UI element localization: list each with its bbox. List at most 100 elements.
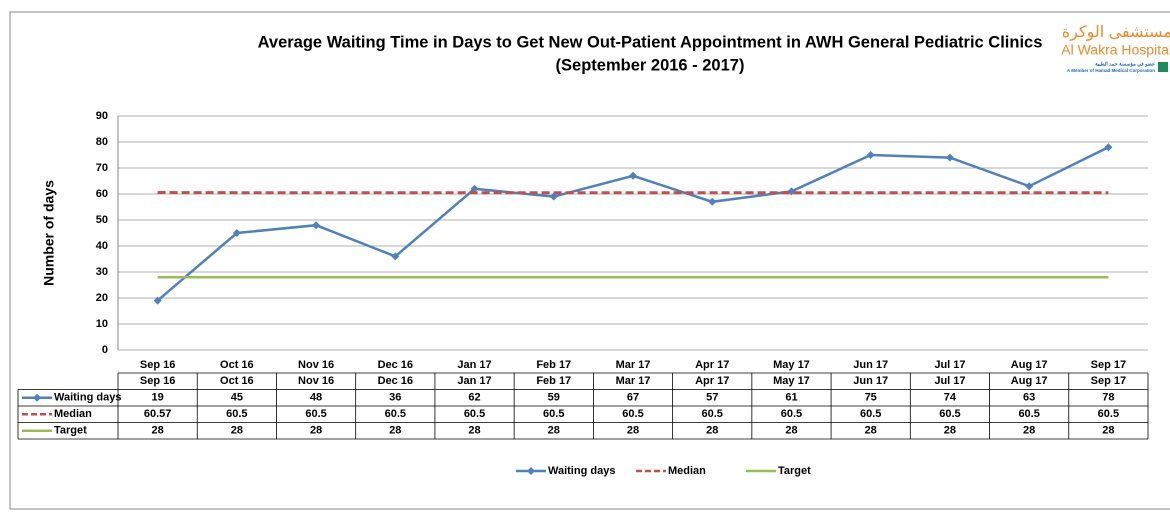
table-cell: 28	[389, 425, 401, 437]
table-row-label: Median	[54, 408, 92, 420]
table-cell: 36	[389, 392, 401, 404]
chart-title: Average Waiting Time in Days to Get New …	[258, 33, 1043, 51]
table-cell: 60.5	[1018, 408, 1039, 420]
legend-label: Median	[668, 465, 706, 477]
x-tick-label: Sep 16	[140, 359, 175, 371]
table-header: Oct 16	[220, 375, 254, 387]
table-header: Mar 17	[616, 375, 651, 387]
y-tick-label: 10	[96, 318, 108, 330]
logo-icon	[1158, 62, 1168, 72]
y-tick-label: 0	[102, 344, 108, 356]
logo-name: Al Wakra Hospital	[1061, 42, 1170, 58]
x-tick-label: Apr 17	[695, 359, 729, 371]
table-cell: 28	[706, 425, 718, 437]
table-cell: 60.57	[144, 408, 172, 420]
table-cell: 74	[944, 392, 957, 404]
table-cell: 78	[1102, 392, 1114, 404]
table-cell: 28	[231, 425, 243, 437]
table-cell: 28	[468, 425, 480, 437]
data-point	[232, 229, 241, 237]
table-cell: 67	[627, 392, 639, 404]
table-cell: 61	[785, 392, 797, 404]
table-header: Sep 16	[140, 375, 175, 387]
legend-label: Waiting days	[548, 465, 615, 477]
logo: مستشفى الوكرة Al Wakra Hospital عضو في م…	[1061, 24, 1170, 73]
data-point	[1025, 182, 1034, 191]
table-cell: 28	[865, 425, 877, 437]
data-point	[153, 296, 162, 305]
table-header: Dec 16	[378, 375, 413, 387]
x-tick-label: Feb 17	[536, 359, 571, 371]
logo-tagline: A Member of Hamad Medical Corporation	[1067, 68, 1155, 73]
data-point	[708, 197, 717, 206]
table-cell: 60.5	[939, 408, 960, 420]
x-tick-label: May 17	[773, 359, 810, 371]
table-header: May 17	[773, 375, 810, 387]
table-cell: 28	[548, 425, 560, 437]
table-cell: 28	[627, 425, 639, 437]
x-tick-label: Dec 16	[378, 359, 413, 371]
table-cell: 48	[310, 392, 322, 404]
data-point	[866, 151, 875, 159]
data-point	[549, 192, 558, 201]
x-tick-label: Oct 16	[220, 359, 254, 371]
table-cell: 28	[1102, 425, 1114, 437]
table-cell: 75	[865, 392, 877, 404]
x-tick-label: Nov 16	[298, 359, 334, 371]
table-cell: 63	[1023, 392, 1035, 404]
table-cell: 60.5	[543, 408, 564, 420]
table-cell: 28	[1023, 425, 1035, 437]
table-cell: 60.5	[464, 408, 485, 420]
table-cell: 60.5	[226, 408, 247, 420]
table-cell: 62	[468, 392, 480, 404]
data-point	[470, 184, 479, 193]
table-cell: 28	[944, 425, 956, 437]
x-tick-label: Jun 17	[853, 359, 888, 371]
table-cell: 60.5	[305, 408, 326, 420]
y-tick-label: 20	[96, 292, 108, 304]
table-row-label: Target	[54, 425, 87, 437]
table-cell: 60.5	[860, 408, 881, 420]
y-tick-label: 70	[96, 162, 108, 174]
table-header: Feb 17	[536, 375, 571, 387]
table-cell: 59	[548, 392, 560, 404]
legend-marker	[527, 467, 535, 475]
y-tick-label: 60	[96, 188, 108, 200]
logo-arabic-small: عضو في مؤسسة حمد الطبية	[1095, 61, 1155, 67]
table-header: Nov 16	[298, 375, 334, 387]
y-tick-label: 30	[96, 266, 108, 278]
table-cell: 60.5	[1098, 408, 1119, 420]
data-point	[945, 153, 954, 162]
table-header: Jul 17	[934, 375, 965, 387]
data-point	[391, 252, 400, 261]
x-tick-label: Aug 17	[1011, 359, 1048, 371]
logo-arabic: مستشفى الوكرة	[1062, 24, 1170, 41]
table-cell: 60.5	[622, 408, 643, 420]
x-tick-label: Jan 17	[457, 359, 491, 371]
table-header: Jun 17	[853, 375, 888, 387]
x-tick-label: Jul 17	[934, 359, 965, 371]
table-header: Sep 17	[1091, 375, 1126, 387]
table-cell: 57	[706, 392, 718, 404]
table-cell: 28	[785, 425, 797, 437]
y-tick-label: 90	[96, 110, 108, 122]
table-cell: 60.5	[385, 408, 406, 420]
y-axis-label: Number of days	[41, 180, 57, 286]
table-cell: 45	[231, 392, 243, 404]
data-point	[629, 171, 637, 180]
y-tick-label: 80	[96, 136, 108, 148]
table-header: Jan 17	[457, 375, 491, 387]
table-header: Aug 17	[1011, 375, 1048, 387]
data-point	[312, 221, 321, 230]
legend-label: Target	[778, 465, 811, 477]
x-tick-label: Mar 17	[616, 359, 651, 371]
table-row-label: Waiting days	[54, 392, 121, 404]
table-cell: 60.5	[702, 408, 723, 420]
x-tick-label: Sep 17	[1091, 359, 1126, 371]
table-cell: 28	[310, 425, 322, 437]
chart-frame	[9, 11, 1170, 510]
y-tick-label: 40	[96, 240, 108, 252]
table-header: Apr 17	[695, 375, 729, 387]
table-cell: 60.5	[781, 408, 802, 420]
